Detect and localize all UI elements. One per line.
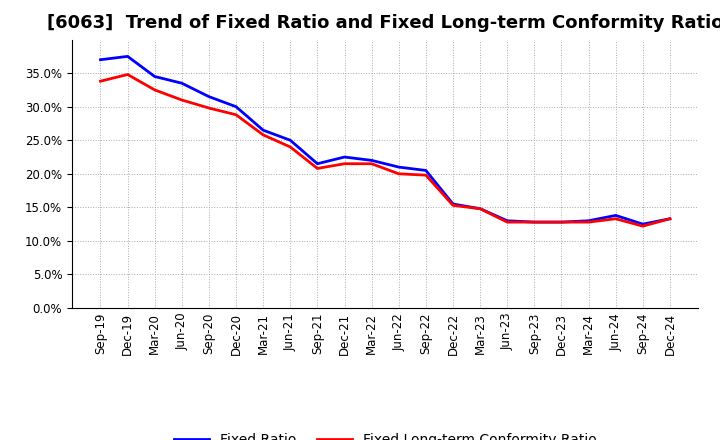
Fixed Long-term Conformity Ratio <box>530 220 539 225</box>
Fixed Long-term Conformity Ratio <box>232 112 240 117</box>
Fixed Long-term Conformity Ratio <box>557 220 566 225</box>
Fixed Ratio <box>395 165 403 170</box>
Title: [6063]  Trend of Fixed Ratio and Fixed Long-term Conformity Ratio: [6063] Trend of Fixed Ratio and Fixed Lo… <box>47 15 720 33</box>
Legend: Fixed Ratio, Fixed Long-term Conformity Ratio: Fixed Ratio, Fixed Long-term Conformity … <box>168 428 602 440</box>
Fixed Ratio <box>476 206 485 211</box>
Fixed Ratio <box>286 138 294 143</box>
Fixed Long-term Conformity Ratio <box>395 171 403 176</box>
Fixed Ratio <box>665 216 674 221</box>
Fixed Long-term Conformity Ratio <box>123 72 132 77</box>
Fixed Ratio <box>557 220 566 225</box>
Fixed Ratio <box>313 161 322 166</box>
Fixed Ratio <box>421 168 430 173</box>
Fixed Long-term Conformity Ratio <box>421 172 430 178</box>
Fixed Long-term Conformity Ratio <box>665 216 674 221</box>
Fixed Ratio <box>259 128 268 133</box>
Fixed Long-term Conformity Ratio <box>449 203 457 208</box>
Fixed Long-term Conformity Ratio <box>150 87 159 92</box>
Fixed Long-term Conformity Ratio <box>178 97 186 103</box>
Fixed Long-term Conformity Ratio <box>639 224 647 229</box>
Fixed Ratio <box>341 154 349 160</box>
Fixed Long-term Conformity Ratio <box>476 206 485 211</box>
Fixed Ratio <box>232 104 240 109</box>
Fixed Ratio <box>178 81 186 86</box>
Fixed Long-term Conformity Ratio <box>313 166 322 171</box>
Fixed Ratio <box>150 74 159 79</box>
Fixed Ratio <box>530 220 539 225</box>
Fixed Ratio <box>123 54 132 59</box>
Fixed Long-term Conformity Ratio <box>259 132 268 138</box>
Fixed Long-term Conformity Ratio <box>96 79 105 84</box>
Fixed Ratio <box>96 57 105 62</box>
Fixed Ratio <box>367 158 376 163</box>
Line: Fixed Ratio: Fixed Ratio <box>101 56 670 224</box>
Fixed Ratio <box>611 213 620 218</box>
Fixed Ratio <box>204 94 213 99</box>
Fixed Ratio <box>503 218 511 224</box>
Fixed Long-term Conformity Ratio <box>584 220 593 225</box>
Fixed Long-term Conformity Ratio <box>503 220 511 225</box>
Fixed Ratio <box>639 221 647 227</box>
Fixed Long-term Conformity Ratio <box>286 144 294 150</box>
Fixed Long-term Conformity Ratio <box>367 161 376 166</box>
Fixed Long-term Conformity Ratio <box>341 161 349 166</box>
Fixed Ratio <box>584 218 593 224</box>
Fixed Ratio <box>449 202 457 207</box>
Fixed Long-term Conformity Ratio <box>611 216 620 221</box>
Line: Fixed Long-term Conformity Ratio: Fixed Long-term Conformity Ratio <box>101 74 670 226</box>
Fixed Long-term Conformity Ratio <box>204 106 213 111</box>
